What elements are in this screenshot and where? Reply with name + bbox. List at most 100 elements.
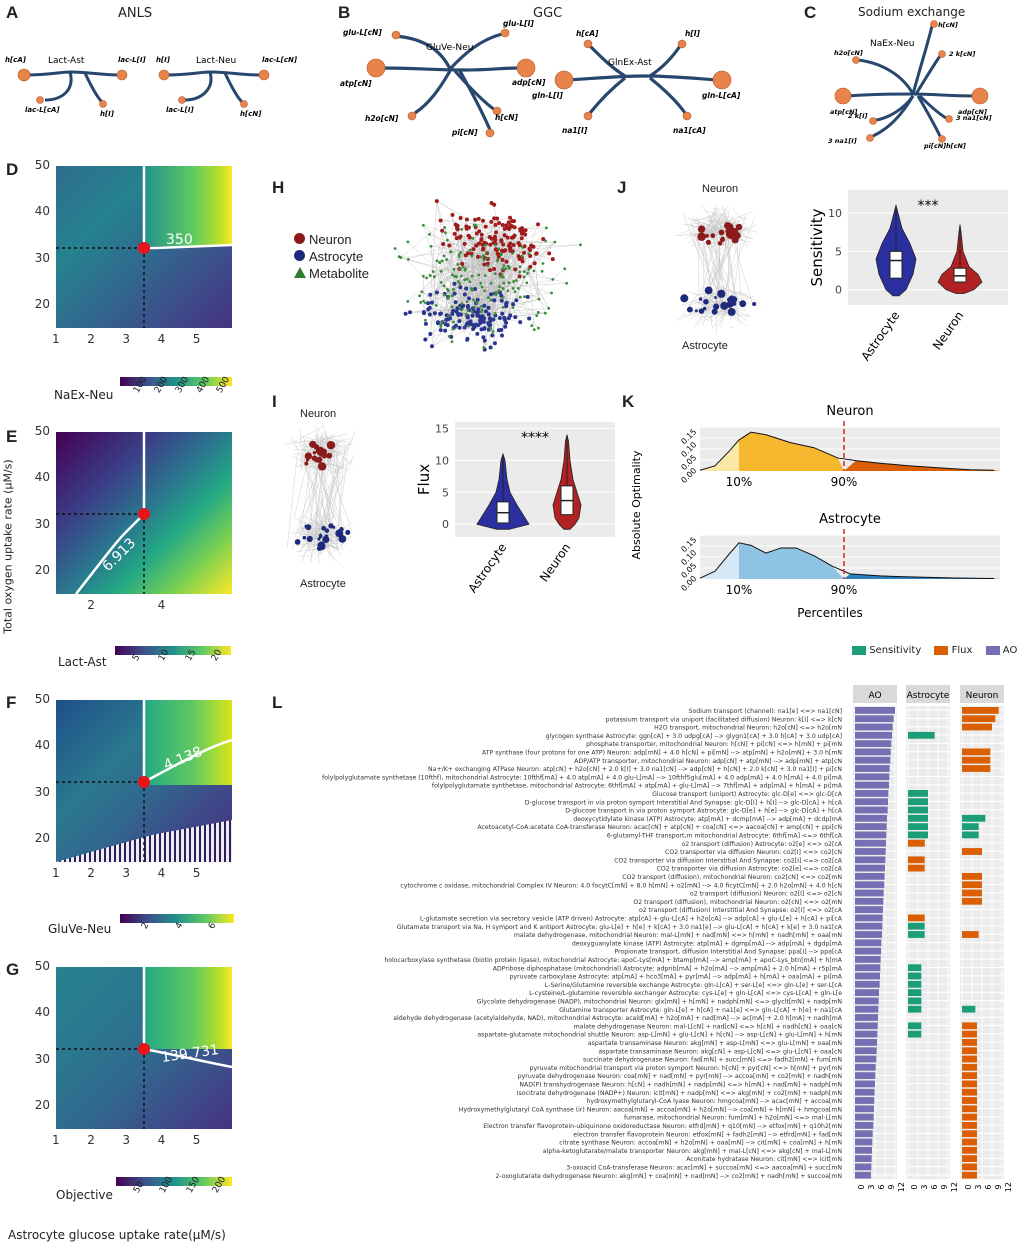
metabolite-node [450, 340, 454, 344]
neuron-node [517, 243, 522, 248]
metabolite-node [472, 223, 476, 227]
metabolite-node [445, 258, 449, 261]
network-edge [707, 216, 718, 237]
panel-a-title: ANLS [118, 6, 153, 21]
network-edge [448, 261, 507, 291]
network-edge [314, 426, 340, 451]
network-edge [443, 285, 471, 325]
network-edge [313, 540, 340, 550]
network-edge [423, 276, 425, 314]
neuron-node [485, 261, 490, 266]
metabolite-node [446, 289, 450, 293]
astrocyte-node [423, 337, 428, 342]
panel-a-met: h[I] [156, 56, 171, 64]
network-edge [682, 294, 711, 306]
boxplot-box [889, 250, 903, 279]
astrocyte-node [302, 535, 307, 540]
metabolite-node [536, 311, 540, 314]
astrocyte-sensitivity-bar [908, 814, 928, 822]
y-tick-label: 40 [34, 470, 50, 485]
ao-bar [855, 748, 891, 756]
panel-j-net-bottom: Astrocyte [682, 340, 728, 352]
reaction-label: CO2 transporter via diffusion Astrocyte:… [657, 866, 843, 873]
neuron-flux-bar [962, 1105, 977, 1113]
x-tick-label: 4 [157, 866, 166, 880]
neuron-flux-bar [962, 748, 991, 756]
x-tick-label: 3 [122, 332, 131, 346]
neuron-flux-bar [962, 1122, 977, 1129]
metabolite-node [506, 264, 510, 268]
neuron-node [720, 237, 725, 243]
metabolite-node [439, 325, 443, 328]
y-tick-label: 15 [435, 422, 449, 435]
x-tick-label: 1 [52, 1133, 60, 1147]
network-edge [294, 426, 323, 442]
panel-f-contour-label: 4.138 [162, 744, 205, 774]
legend-flux-swatch [934, 645, 949, 655]
astrocyte-node [465, 336, 470, 341]
network-edge [694, 297, 710, 313]
neuron-node [479, 232, 484, 237]
panel-b-title: GGC [533, 6, 563, 21]
network-edge [442, 298, 540, 323]
ao-bar [855, 1122, 874, 1129]
x-tick-label: 0 [964, 1185, 973, 1190]
reaction-label: phosphate transporter, mitochondrial Neu… [586, 741, 842, 748]
network-edge [502, 235, 515, 270]
metabolite-node [440, 259, 444, 263]
astrocyte-node [711, 308, 718, 315]
metabolite-node [480, 308, 484, 312]
panel-b-rxn2: GlnEx-Ast [608, 58, 652, 68]
legend-neuron: Neuron [309, 232, 352, 247]
metabolite-node [406, 240, 410, 244]
neuron-node [489, 201, 494, 206]
neuron-sensitivity-bar [962, 823, 979, 830]
network-edge [687, 290, 752, 318]
x-tick-label: 5 [192, 332, 201, 346]
astrocyte-node [324, 528, 330, 533]
panel-d-optimum-point [138, 242, 150, 254]
legend-flux: Flux [951, 645, 973, 656]
ao-bar [855, 1113, 874, 1121]
network-edge [700, 249, 713, 301]
neuron-node [508, 223, 513, 228]
metabolite-node [553, 240, 557, 244]
neuron-node [462, 241, 467, 246]
network-edge [313, 463, 323, 474]
astrocyte-node [491, 317, 496, 322]
network-edge [299, 435, 346, 448]
network-edge [440, 219, 476, 221]
neuron-node [509, 235, 514, 240]
metabolite-node [406, 257, 410, 261]
network-edge [495, 241, 555, 245]
metabolite-node [579, 243, 582, 247]
panel-e-colorbar-title: Lact-Ast [58, 655, 107, 669]
metabolite-node [465, 277, 469, 281]
metabolite-node [456, 280, 460, 283]
y-tick-label: 50 [34, 959, 50, 973]
network-edge [448, 243, 465, 317]
significance-label: **** [521, 430, 549, 446]
neuron-node [455, 227, 460, 232]
panel-c-met: h2o[cN] [834, 49, 863, 57]
metabolite-node [520, 254, 524, 258]
metabolite-node [544, 226, 548, 230]
metabolite-node [434, 304, 438, 307]
network-edge [430, 242, 485, 247]
metabolite-node [469, 287, 473, 290]
network-edge [429, 201, 437, 308]
density-title: Astrocyte [819, 512, 881, 527]
ao-bar [855, 798, 888, 806]
x-tick-label: 6 [877, 1185, 886, 1190]
ao-bar [855, 897, 884, 905]
astrocyte-node [429, 344, 434, 349]
neuron-node [477, 229, 482, 234]
neuron-node [441, 242, 446, 247]
network-edge [696, 239, 749, 315]
ao-bar [855, 781, 889, 789]
astrocyte-node [726, 300, 734, 308]
network-edge [683, 292, 741, 307]
metabolite-node [445, 238, 449, 242]
astrocyte-node [457, 325, 462, 330]
metabolite-node [452, 267, 456, 271]
